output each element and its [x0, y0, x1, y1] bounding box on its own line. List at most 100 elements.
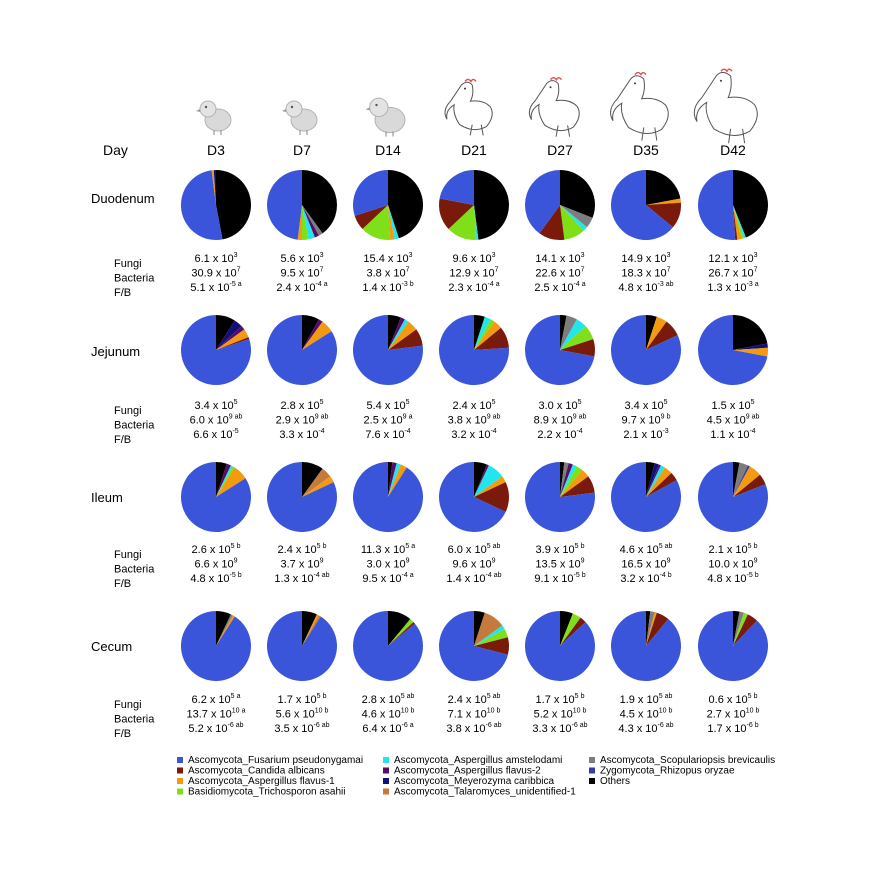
fb-ratio-value: 1.1 x 10-4: [710, 428, 755, 441]
pie-slice: [266, 315, 337, 385]
pie-slice: [216, 614, 233, 646]
pie-slice: [388, 462, 393, 497]
pie-slice: [560, 613, 581, 646]
pie-slice: [362, 205, 391, 240]
legend-label: Ascomycota_Talaromyces_unidentified-1: [394, 787, 576, 798]
row-label: F/B: [114, 434, 131, 446]
fb-ratio-value: 1.4 x 10-3 b: [362, 281, 413, 294]
fb-ratio-value: 4.8 x 10-5 b: [190, 572, 241, 585]
pie-slice: [560, 463, 573, 497]
pie-slice: [733, 205, 742, 240]
pie-slice: [216, 611, 231, 646]
fb-ratio-value: 2.4 x 10-4 a: [276, 281, 327, 294]
pie-slice: [733, 611, 740, 646]
pie-slice: [733, 612, 748, 646]
bacteria-value: 13.7 x 1010 a: [187, 708, 246, 721]
day-label: D21: [461, 142, 487, 158]
pie-slice: [216, 326, 245, 350]
fb-ratio-value: 2.5 x 10-4 a: [534, 281, 585, 294]
chicken-icon: [444, 78, 493, 136]
pie-chart: [698, 315, 768, 385]
pie-slice: [733, 205, 744, 239]
fb-ratio-value: 3.5 x 10-6 ab: [274, 722, 329, 735]
legend-swatch: [177, 767, 183, 774]
bacteria-value: 3.8 x 109 ab: [448, 414, 501, 427]
pie-slice: [560, 205, 593, 228]
day-label: D27: [547, 142, 573, 158]
row-label: Bacteria: [114, 714, 155, 726]
pie-slice: [388, 169, 424, 239]
legend-swatch: [177, 757, 183, 763]
pie-slice: [180, 170, 223, 241]
pie-slice: [302, 205, 309, 240]
pie-slice: [302, 614, 319, 646]
pie-slice: [388, 462, 397, 497]
pie-slice: [354, 205, 388, 229]
segment-duodenum: Duodenum Fungi Bacteria F/B 6.1 x 103 30.9 x …: [91, 169, 768, 299]
pie-slice: [267, 170, 302, 240]
day-label: D35: [633, 142, 659, 158]
pie-slice: [181, 315, 252, 385]
pie-slice: [560, 462, 569, 497]
pie-slice: [474, 464, 489, 497]
pie-slice: [560, 617, 586, 646]
pie-slice: [474, 319, 495, 350]
pie-slice: [474, 170, 509, 240]
pie-slice: [266, 611, 337, 681]
fungi-value: 5.6 x 103: [280, 252, 323, 265]
legend-item: Basidiomycota_Trichosporon asahii: [177, 787, 346, 798]
segment-label: Duodenum: [91, 191, 155, 206]
legend-label: Ascomycota_Aspergillus flavus-2: [394, 766, 541, 777]
bacteria-value: 7.1 x 1010 b: [448, 708, 501, 721]
pie-chart: [611, 611, 682, 681]
pie-slice: [611, 315, 681, 386]
bacteria-value: 5.2 x 1010 b: [534, 708, 587, 721]
fungi-value: 11.3 x 105 a: [361, 543, 415, 556]
row-label: Fungi: [114, 405, 142, 417]
legend-swatch: [383, 788, 389, 795]
pie-slice: [297, 205, 302, 240]
pie-slice: [216, 337, 250, 350]
fb-ratio-value: 3.8 x 10-6 ab: [446, 722, 501, 735]
pie-chart: [266, 611, 337, 681]
pie-slice: [560, 611, 573, 646]
pie-chart: [697, 461, 768, 532]
pie-slice: [733, 611, 744, 646]
fungi-value: 9.6 x 103: [452, 252, 495, 265]
fb-ratio-value: 2.3 x 10-4 a: [448, 281, 499, 294]
fungi-value: 12.1 x 103: [708, 252, 757, 265]
pie-slice: [267, 462, 337, 532]
pie-slice: [733, 474, 766, 497]
row-label: F/B: [114, 287, 131, 299]
fungi-value: 1.7 x 105 b: [278, 693, 327, 706]
bacteria-value: 6.0 x 109 ab: [190, 414, 243, 427]
fb-ratio-value: 4.8 x 10-5 b: [707, 572, 758, 585]
legend-label: Ascomycota_Scopulariopsis brevicaulis: [600, 755, 775, 766]
pie-chart: [439, 170, 509, 240]
row-label: Bacteria: [114, 564, 155, 576]
pie-chart: [438, 610, 509, 681]
pie-slice: [525, 315, 595, 385]
pie-slice: [733, 614, 757, 646]
bacteria-value: 2.5 x 109 a: [364, 414, 413, 427]
pie-slice: [216, 465, 233, 497]
pie-slice: [524, 611, 595, 681]
pie-slice: [560, 464, 577, 497]
legend-label: Ascomycota_Aspergillus flavus-1: [188, 776, 335, 787]
legend-item: Ascomycota_Candida albicans: [177, 766, 325, 777]
bacteria-value: 3.8 x 107: [366, 267, 409, 280]
bacteria-value: 4.6 x 1010 b: [362, 708, 415, 721]
pie-slice: [474, 465, 503, 497]
pie-slice: [213, 170, 216, 205]
bacteria-value: 9.7 x 109 b: [622, 414, 671, 427]
pie-slice: [646, 198, 681, 205]
pie-chart: [181, 315, 252, 385]
fungi-value: 3.9 x 105 b: [536, 543, 585, 556]
legend-swatch: [177, 778, 183, 784]
pie-slice: [352, 170, 388, 216]
pie-slice: [388, 464, 407, 497]
segment-label: Jejunum: [91, 344, 140, 359]
fb-ratio-value: 1.3 x 10-4 ab: [274, 572, 329, 585]
fb-ratio-value: 6.6 x 10-5: [193, 428, 238, 441]
bacteria-value: 12.9 x 107: [449, 267, 498, 280]
